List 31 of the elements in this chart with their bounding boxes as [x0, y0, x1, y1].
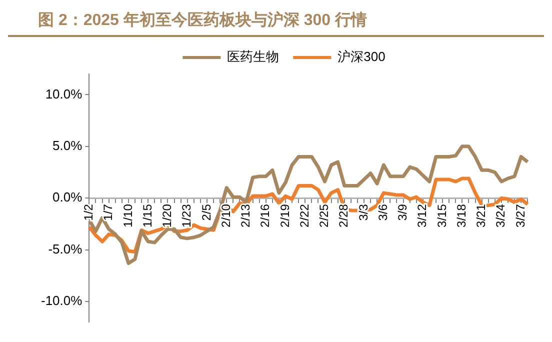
x-tick-label: 2/13 [238, 204, 253, 228]
x-tick-label: 1/7 [101, 204, 116, 221]
x-tick-label: 2/19 [278, 204, 292, 228]
x-tick-label: 2/10 [218, 204, 233, 228]
legend-label: 医药生物 [227, 49, 280, 64]
y-tick-label: 0.0% [52, 190, 83, 205]
chart-title: 图 2：2025 年初至今医药板块与沪深 300 行情 [8, 8, 544, 37]
x-tick-label: 3/24 [494, 204, 508, 228]
legend-label: 沪深300 [338, 49, 386, 64]
y-tick-label: -5.0% [48, 241, 83, 256]
x-tick-label: 2/5 [199, 204, 214, 221]
x-tick-label: 3/12 [415, 204, 430, 228]
x-tick-label: 3/6 [376, 204, 390, 221]
x-tick-label: 3/15 [434, 204, 449, 228]
x-tick-label: 2/22 [297, 204, 312, 228]
x-tick-label: 2/28 [336, 204, 351, 228]
x-tick-label: 3/27 [513, 204, 528, 228]
x-tick-label: 2/16 [258, 204, 272, 228]
x-tick-label: 3/3 [356, 204, 370, 221]
y-tick-label: -10.0% [40, 293, 83, 308]
x-tick-label: 3/18 [454, 204, 468, 228]
y-tick-label: 10.0% [45, 86, 83, 102]
y-tick-label: 5.0% [52, 138, 83, 153]
x-tick-label: 1/2 [82, 204, 96, 221]
x-tick-label: 1/23 [180, 204, 194, 228]
x-tick-label: 3/9 [396, 204, 410, 221]
x-tick-label: 1/15 [140, 204, 154, 228]
x-tick-label: 3/21 [474, 204, 488, 228]
x-tick-label: 1/20 [160, 204, 174, 228]
x-tick-label: 2/25 [317, 204, 332, 228]
x-tick-label: 1/10 [120, 204, 135, 228]
